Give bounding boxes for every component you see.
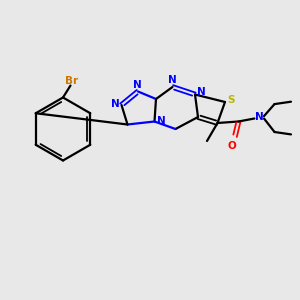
Text: N: N — [133, 80, 142, 90]
Text: N: N — [167, 75, 176, 85]
Text: S: S — [228, 95, 235, 105]
Text: N: N — [110, 99, 119, 110]
Text: N: N — [255, 112, 264, 122]
Text: N: N — [197, 86, 206, 97]
Text: O: O — [227, 140, 236, 151]
Text: Br: Br — [65, 76, 79, 86]
Text: N: N — [157, 116, 166, 126]
